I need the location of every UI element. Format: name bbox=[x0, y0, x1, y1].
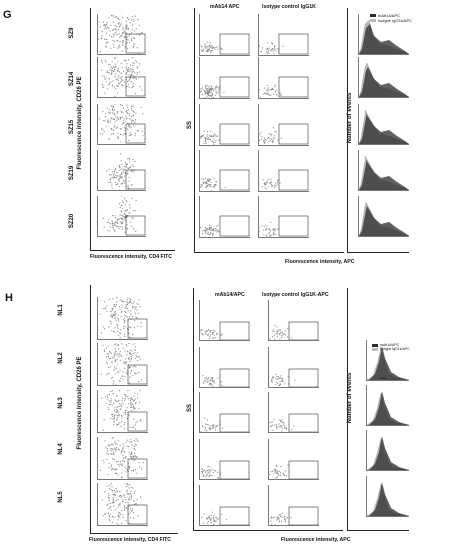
h-legend-item-1: mAb14/APC bbox=[372, 343, 410, 347]
h-left-x-label: Fluorescence intensity, CD4 FITC bbox=[89, 537, 172, 543]
h-legend-label-2: Isotype IgG1k/APC bbox=[380, 347, 410, 351]
legend-swatch-dark bbox=[372, 343, 378, 347]
g-cd4-cd26-plot bbox=[97, 104, 146, 145]
h-row-label-4: NL4 bbox=[58, 443, 64, 455]
h-histogram bbox=[366, 430, 409, 471]
h-isotype-ss-plot bbox=[268, 347, 319, 388]
h-left-x-axis bbox=[90, 533, 178, 534]
legend-swatch-light bbox=[370, 19, 376, 22]
h-hist-x-tick: APC bbox=[380, 376, 387, 380]
g-left-x-label: Fluorescence intensity, CD4 FITC bbox=[90, 254, 173, 260]
h-col-header-isotype: Isotype control IgG1K-APC bbox=[262, 292, 329, 298]
g-isotype-ss-plot bbox=[258, 14, 309, 56]
g-histogram bbox=[358, 104, 409, 145]
g-legend-label-1: mAb14/APC bbox=[378, 13, 401, 18]
h-bottom-label: Fluorescence intensity, APC bbox=[281, 537, 351, 543]
g-isotype-ss-plot bbox=[258, 57, 309, 99]
g-right-x-axis bbox=[347, 252, 409, 253]
g-isotype-ss-plot bbox=[258, 104, 309, 146]
g-cd4-cd26-plot bbox=[97, 57, 146, 98]
h-legend-label-1: mAb14/APC bbox=[380, 343, 400, 347]
g-legend-label-2: Isotype IgG1k/APC bbox=[378, 18, 413, 23]
h-isotype-ss-plot bbox=[268, 300, 319, 341]
g-row-label-2: SZ14 bbox=[69, 71, 75, 87]
legend-swatch-dark bbox=[370, 14, 376, 17]
g-histogram bbox=[358, 57, 409, 98]
h-row-label-2: NL2 bbox=[58, 352, 64, 364]
g-mab14-ss-plot bbox=[199, 150, 250, 192]
g-row-label-4: SZ19 bbox=[69, 165, 75, 181]
g-right-y-axis bbox=[347, 8, 348, 252]
g-legend: mAb14/APC Isotype IgG1k/APC bbox=[370, 13, 412, 23]
g-histogram bbox=[358, 14, 409, 55]
h-mab14-ss-plot bbox=[199, 392, 250, 433]
g-isotype-ss-plot bbox=[258, 150, 309, 192]
h-cd4-cd26-plot bbox=[97, 437, 148, 480]
h-left-y-axis bbox=[90, 285, 91, 533]
h-isotype-ss-plot bbox=[268, 485, 319, 526]
h-legend: mAb14/APC Isotype IgG1k/APC bbox=[372, 343, 410, 351]
g-legend-item-2: Isotype IgG1k/APC bbox=[370, 18, 412, 23]
h-mab14-ss-plot bbox=[199, 485, 250, 526]
h-mab14-ss-plot bbox=[199, 347, 250, 388]
h-cd4-cd26-plot bbox=[97, 343, 148, 386]
g-row-label-1: SZ9 bbox=[69, 27, 75, 39]
h-right-x-axis bbox=[347, 530, 409, 531]
panel-letter-h: H bbox=[5, 292, 13, 304]
g-col-header-isotype: Isotype control IgG1K bbox=[262, 4, 316, 10]
h-isotype-ss-plot bbox=[268, 439, 319, 480]
h-middle-y-axis bbox=[193, 288, 194, 530]
g-left-y-axis bbox=[90, 8, 91, 250]
g-mab14-ss-plot bbox=[199, 196, 250, 238]
g-cd4-cd26-plot bbox=[97, 150, 146, 191]
g-col-header-mab14: mAb14 APC bbox=[210, 4, 240, 10]
h-histogram bbox=[366, 385, 409, 426]
g-left-y-label: Fluorescence intensity, CD26 PE bbox=[77, 76, 83, 170]
g-middle-y-axis bbox=[194, 8, 195, 252]
h-left-y-label: Fluorescence intensity, CD26 PE bbox=[77, 356, 83, 450]
panel-letter-g: G bbox=[3, 9, 12, 21]
h-row-label-1: NL1 bbox=[58, 304, 64, 316]
g-histogram bbox=[358, 196, 409, 237]
g-cd4-cd26-plot bbox=[97, 196, 146, 237]
g-histogram bbox=[358, 150, 409, 191]
g-middle-y-label: SS bbox=[187, 121, 193, 130]
g-row-label-5: SZ20 bbox=[69, 213, 75, 229]
g-bottom-label: Fluorescence intensity, APC bbox=[285, 259, 355, 265]
h-cd4-cd26-plot bbox=[97, 483, 148, 526]
h-mab14-ss-plot bbox=[199, 300, 250, 341]
g-mab14-ss-plot bbox=[199, 57, 250, 99]
h-col-header-mab14: mAb14/APC bbox=[215, 292, 245, 298]
g-mab14-ss-plot bbox=[199, 14, 250, 56]
g-left-x-axis bbox=[90, 250, 175, 251]
h-histogram bbox=[366, 476, 409, 517]
h-histogram bbox=[366, 340, 409, 381]
g-cd4-cd26-plot bbox=[97, 14, 146, 55]
g-middle-x-axis bbox=[194, 252, 344, 253]
h-row-label-3: NL3 bbox=[58, 397, 64, 409]
h-row-label-5: NL5 bbox=[58, 491, 64, 503]
h-cd4-cd26-plot bbox=[97, 297, 148, 340]
h-right-y-axis bbox=[347, 288, 348, 530]
h-legend-item-2: Isotype IgG1k/APC bbox=[372, 347, 410, 351]
h-isotype-ss-plot bbox=[268, 392, 319, 433]
h-cd4-cd26-plot bbox=[97, 390, 148, 433]
g-isotype-ss-plot bbox=[258, 196, 309, 238]
g-row-label-3: SZ15 bbox=[69, 119, 75, 135]
g-legend-item-1: mAb14/APC bbox=[370, 13, 412, 18]
h-middle-x-axis bbox=[193, 530, 343, 531]
g-mab14-ss-plot bbox=[199, 104, 250, 146]
legend-swatch-light bbox=[372, 347, 378, 351]
h-mab14-ss-plot bbox=[199, 439, 250, 480]
